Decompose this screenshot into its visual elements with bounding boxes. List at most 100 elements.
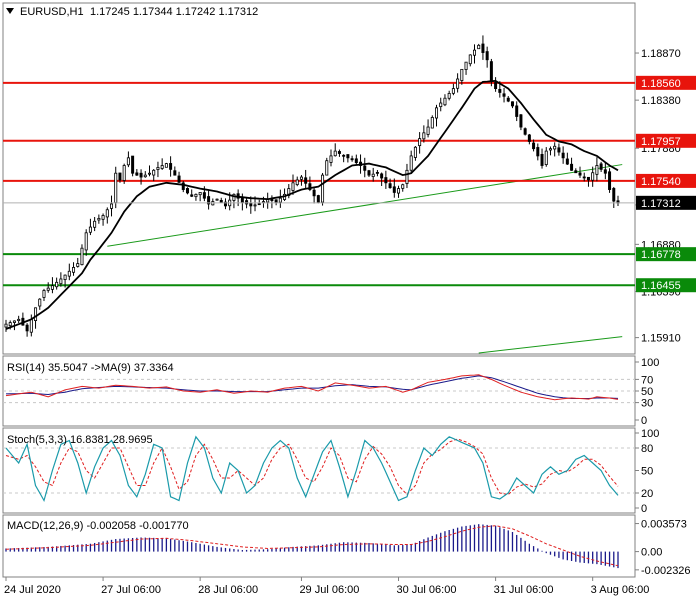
candle-body — [582, 176, 586, 179]
candle — [595, 157, 599, 182]
support-level-label-box — [636, 247, 696, 262]
candle-body — [17, 318, 21, 322]
candle-body — [110, 203, 114, 209]
candle-body — [105, 209, 109, 218]
candle — [380, 172, 384, 186]
time-axis-labels: 24 Jul 2020 27 Jul 06:00 28 Jul 06:00 29 Ju… — [4, 577, 649, 596]
moving-average-line — [5, 79, 619, 330]
candle-body — [392, 186, 396, 193]
candle — [371, 167, 375, 182]
candle — [42, 288, 46, 302]
candle — [464, 61, 468, 75]
candle-body — [494, 82, 498, 90]
candle — [565, 152, 569, 165]
candle — [38, 298, 42, 310]
stoch-label: Stoch(5,3,3) 16.8381 28.9695 — [7, 434, 153, 446]
candle — [278, 189, 282, 208]
candle — [472, 44, 476, 64]
candle-body — [472, 49, 476, 56]
time-axis-label: 29 Jul 06:00 — [299, 584, 359, 596]
candle — [316, 194, 320, 204]
candle-body — [447, 93, 451, 99]
candle — [346, 154, 350, 163]
candle-body — [544, 150, 548, 165]
candle-body — [595, 165, 599, 175]
candle — [367, 169, 371, 177]
stoch-panel: 100 80 50 20 0 Stoch(5,3,3) 16.8381 28.9695 — [2, 427, 659, 515]
candle-body — [181, 182, 185, 190]
candle-body — [603, 169, 607, 174]
candle — [164, 162, 168, 168]
candle — [430, 115, 434, 129]
candle-body — [80, 247, 84, 266]
candle — [443, 94, 447, 107]
candle — [34, 307, 38, 329]
candle — [46, 282, 50, 293]
candle — [591, 166, 595, 187]
candle — [97, 214, 101, 224]
time-axis-label: 3 Aug 06:00 — [591, 584, 650, 596]
time-axis-label: 24 Jul 2020 — [4, 584, 61, 596]
candle — [582, 172, 586, 182]
candle — [156, 161, 160, 178]
candle-body — [519, 114, 523, 128]
candle — [519, 114, 523, 131]
candle-body — [325, 160, 329, 176]
candle — [553, 142, 557, 157]
candle — [384, 170, 388, 189]
resistance-level-label: 1.18560 — [641, 78, 681, 90]
candle-body — [422, 132, 426, 140]
candle — [418, 132, 422, 154]
candle — [375, 169, 379, 177]
trendline — [478, 336, 623, 354]
candle-body — [240, 197, 244, 203]
candle — [325, 157, 329, 176]
macd-panel-frame — [2, 514, 636, 578]
candle-body — [131, 155, 135, 174]
candle-body — [384, 177, 388, 184]
candle — [599, 161, 603, 172]
candle — [59, 272, 63, 287]
price-axis-label: 1.15910 — [641, 333, 681, 345]
candle-body — [608, 171, 612, 190]
stoch-axis-labels: 100 80 50 20 0 — [635, 428, 659, 515]
candle-body — [451, 88, 455, 94]
candle-body — [215, 198, 219, 201]
candle — [456, 73, 460, 93]
dropdown-triangle-icon[interactable] — [6, 8, 14, 14]
candle — [93, 216, 97, 232]
candle — [80, 244, 84, 266]
candle — [101, 213, 105, 226]
support-level-label: 1.16778 — [641, 249, 681, 261]
candle-body — [502, 93, 506, 97]
candle-body — [346, 154, 350, 159]
candle-body — [156, 167, 160, 170]
resistance-level-label: 1.17540 — [641, 176, 681, 188]
candle-body — [38, 298, 42, 307]
candle — [181, 180, 185, 193]
candle — [148, 165, 152, 177]
indicator-axis-label: 70 — [641, 374, 653, 386]
candle — [67, 263, 71, 281]
indicator-axis-label: 30 — [641, 398, 653, 410]
indicator-axis-label: 0.003573 — [641, 519, 687, 531]
macd-label: MACD(12,26,9) -0.002058 -0.001770 — [7, 520, 189, 532]
candle-body — [464, 61, 468, 70]
candle — [363, 157, 367, 178]
candle-body — [456, 78, 460, 89]
time-axis-label: 31 Jul 06:00 — [494, 584, 554, 596]
candle — [527, 133, 531, 145]
candle — [485, 46, 489, 68]
trendline — [107, 164, 623, 247]
candle-body — [169, 163, 173, 170]
candle-body — [371, 173, 375, 177]
indicator-axis-label: -0.002326 — [641, 565, 691, 577]
candle — [477, 43, 481, 50]
stoch-k-line — [5, 435, 619, 503]
candle-body — [540, 154, 544, 166]
candle — [502, 87, 506, 103]
candle-body — [164, 163, 168, 168]
candle-body — [536, 147, 540, 157]
